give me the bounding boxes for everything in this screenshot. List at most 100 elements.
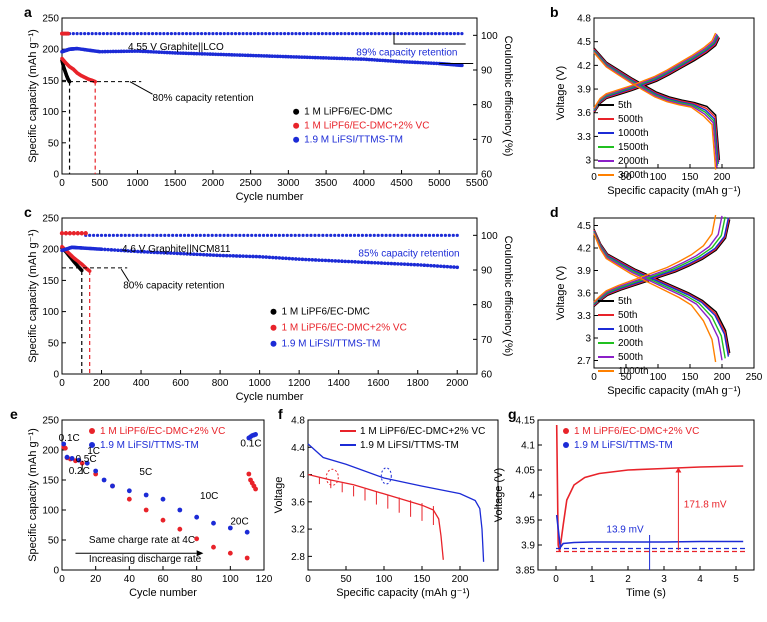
legend-entry: 1 M LiPF6/EC-DMC+2% VC <box>304 121 429 132</box>
legend-entry: 1.9 M LiFSI/TTMS-TM <box>574 440 673 451</box>
y-tick-label: 3.3 <box>577 311 591 322</box>
capacity-point <box>345 56 350 61</box>
capacity-point <box>135 49 140 53</box>
y-tick-label: 150 <box>42 476 59 487</box>
rate-label: 10C <box>200 491 218 502</box>
capacity-point <box>367 57 372 62</box>
ce-point <box>226 233 230 237</box>
charge-curve <box>593 36 720 113</box>
ce-point <box>230 31 234 36</box>
capacity-point <box>369 260 374 265</box>
capacity-point <box>119 248 124 253</box>
legend-entry: 1 M LiPF6/EC-DMC+2% VC <box>574 426 699 437</box>
chart-title: 4.6 V Graphite||NCM811 <box>122 244 231 255</box>
capacity-point <box>274 255 278 260</box>
ce-point <box>431 233 436 237</box>
y-tick-label: 250 <box>42 14 59 25</box>
ce-point <box>218 233 222 237</box>
capacity-point <box>149 250 153 254</box>
capacity-point <box>418 60 423 65</box>
legend-swatch <box>293 122 300 129</box>
capacity-point <box>119 49 124 54</box>
x-tick-label: 40 <box>124 574 136 585</box>
capacity-point <box>324 56 328 60</box>
capacity-point <box>388 59 393 63</box>
x-tick-label: 0 <box>59 178 65 189</box>
capacity-point <box>386 58 390 63</box>
capacity-point <box>262 54 266 58</box>
capacity-point <box>232 53 237 57</box>
ce-point <box>321 233 325 237</box>
y-tick-label: 200 <box>42 446 59 457</box>
y-tick-label: 200 <box>42 45 59 56</box>
capacity-point <box>280 256 285 260</box>
capacity-point <box>376 261 380 265</box>
ce-point <box>316 31 321 36</box>
ce-point <box>445 31 449 36</box>
ce-point <box>182 233 187 237</box>
ce-point <box>372 233 376 237</box>
ce-point <box>403 31 407 36</box>
capacity-point <box>425 263 430 268</box>
ce-point <box>447 233 451 237</box>
capacity-point <box>194 536 200 542</box>
x-tick-label: 100 <box>650 172 667 183</box>
ce-point <box>215 31 219 36</box>
legend-entry: 1000th <box>618 366 649 377</box>
capacity-point <box>318 55 323 60</box>
ce-point <box>348 233 353 237</box>
y2-tick-label: 80 <box>481 100 493 111</box>
capacity-point <box>122 49 126 54</box>
capacity-point <box>162 50 167 55</box>
capacity-point <box>283 54 288 59</box>
x-tick-label: 4 <box>697 574 703 585</box>
ce-point <box>448 31 453 36</box>
ce-point <box>196 31 200 36</box>
capacity-point <box>240 53 245 57</box>
ce-point <box>250 233 254 237</box>
ce-point <box>369 31 373 36</box>
ce-point <box>120 31 124 36</box>
y-tick-label: 4 <box>299 470 305 481</box>
capacity-point <box>244 254 249 259</box>
x-tick-label: 0 <box>591 372 597 383</box>
capacity-point <box>177 526 183 532</box>
ce-point <box>384 233 388 237</box>
capacity-point <box>267 255 272 260</box>
legend-swatch <box>293 136 300 143</box>
capacity-point <box>392 261 397 266</box>
delta-blue-label: 13.9 mV <box>606 525 644 536</box>
discharge-curve <box>593 231 726 359</box>
capacity-point <box>178 51 183 55</box>
capacity-point <box>132 49 137 53</box>
ce-point <box>177 31 181 36</box>
x-tick-label: 3 <box>661 574 667 585</box>
capacity-point <box>155 250 160 255</box>
x-tick-label: 5 <box>733 574 739 585</box>
x-tick-label: 50 <box>340 574 352 585</box>
capacity-point <box>310 55 315 60</box>
legend-entry: 1000th <box>618 128 649 139</box>
annotation-arrow <box>129 81 153 95</box>
capacity-point <box>386 261 390 266</box>
y-tick-label: 4.4 <box>291 443 305 454</box>
ce-point <box>188 31 192 36</box>
ce-point <box>381 31 385 36</box>
delta-red-label: 171.8 mV <box>684 500 727 511</box>
ce-point <box>329 233 333 237</box>
capacity-point <box>372 58 377 62</box>
ce-point <box>356 233 361 237</box>
capacity-point <box>297 55 301 59</box>
ce-point <box>313 31 317 36</box>
capacity-point <box>244 555 250 561</box>
ce-point <box>169 31 174 36</box>
ce-point <box>332 31 336 36</box>
capacity-point <box>178 251 183 256</box>
capacity-point <box>100 49 105 54</box>
ce-point <box>364 233 368 237</box>
ce-point <box>147 233 151 237</box>
capacity-point <box>326 56 331 60</box>
ce-point <box>273 233 278 237</box>
legend-entry: 50th <box>618 310 637 321</box>
capacity-point <box>380 58 385 63</box>
